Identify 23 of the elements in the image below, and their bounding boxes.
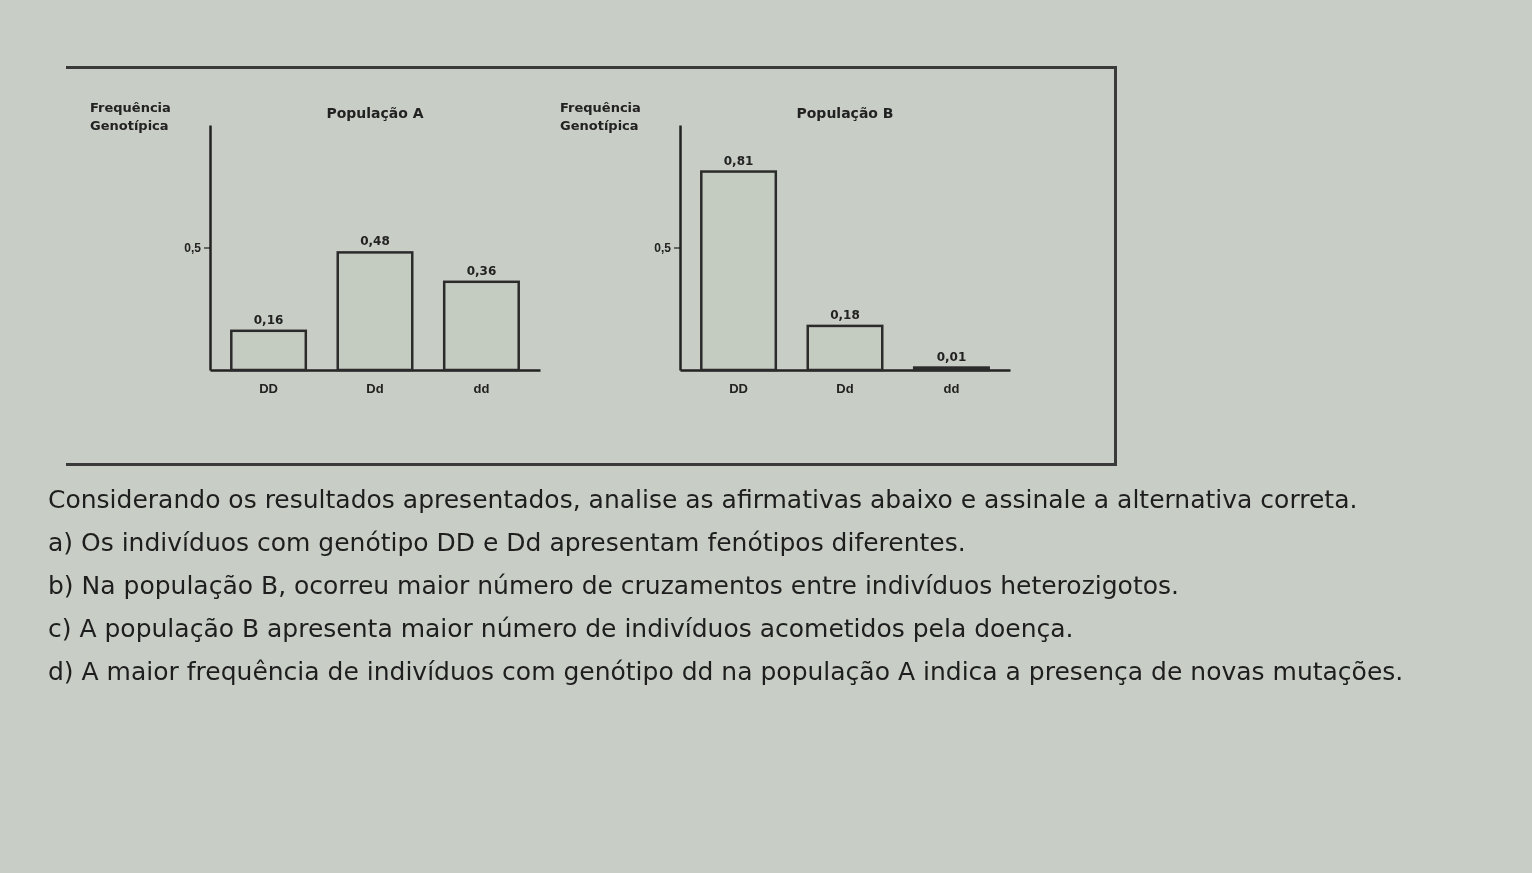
text: d) A maior frequência de indivíduos com genótipo dd na população A indica a presença de novas mutações. [48, 656, 1405, 688]
y-tick-label: 0,5 [654, 240, 672, 255]
text: c) A população B apresenta maior número de indivíduos acometidos pela doença. [48, 613, 1075, 645]
data-label: 0,01 [936, 349, 967, 364]
data-label: 0,81 [723, 153, 754, 168]
y-axis-title: Frequência Genotípica [560, 100, 641, 133]
data-label: 0,48 [360, 234, 390, 249]
y-tick-label: 0,5 [184, 240, 202, 255]
x-tick-label: Dd [366, 381, 384, 397]
x-tick-label: DD [259, 381, 278, 397]
x-tick-label: dd [473, 381, 490, 397]
x-tick-label: DD [729, 381, 748, 397]
y-axis-title: Frequência Genotípica [90, 100, 171, 133]
data-label: 0,18 [830, 307, 860, 322]
chart-title: População A [326, 105, 424, 121]
x-tick-label: dd [943, 381, 960, 397]
text: Considerando os resultados apresentados, analise as afirmativas abaixo e assinale a alternativa correta. [48, 484, 1359, 516]
x-tick-label: Dd [836, 381, 854, 397]
text: a) Os indivíduos com genótipo DD e Dd apresentam fenótipos diferentes. [48, 527, 967, 559]
data-label: 0,16 [253, 312, 284, 327]
text: b) Na população B, ocorreu maior número de cruzamentos entre indivíduos heterozigotos. [48, 570, 1180, 602]
data-label: 0,36 [466, 263, 497, 278]
chart-title: População B [796, 105, 894, 121]
